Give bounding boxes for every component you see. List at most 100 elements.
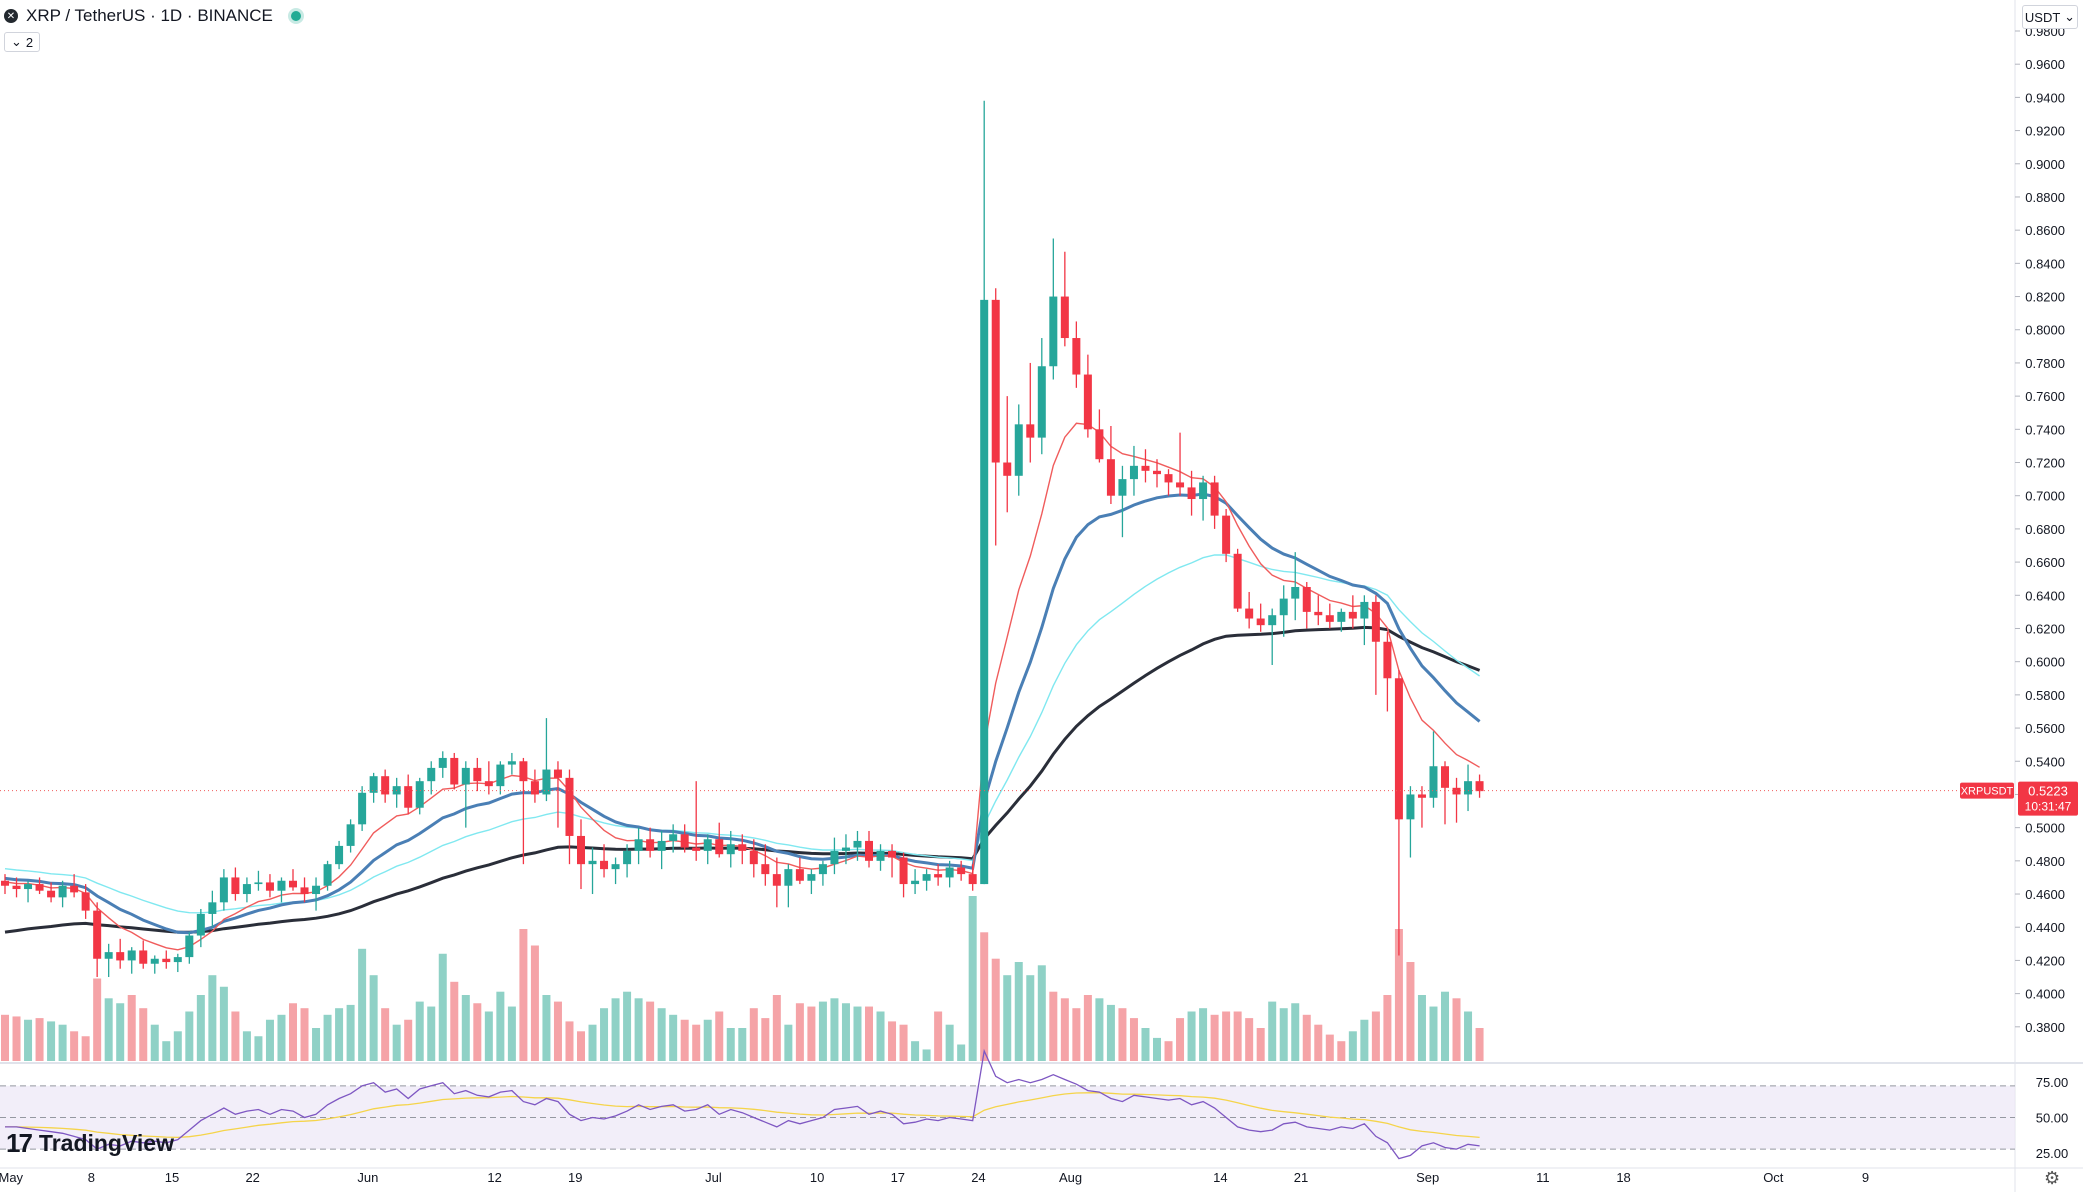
tradingview-brand[interactable]: 17 TradingView <box>6 1128 174 1159</box>
volume-bar <box>553 1001 562 1061</box>
candle-body <box>150 958 159 964</box>
candle-body <box>1325 615 1334 622</box>
volume-bar <box>761 1018 770 1061</box>
indicators-collapse-button[interactable]: ⌄ 2 <box>4 32 41 52</box>
candle <box>841 834 850 865</box>
ema-short-line <box>4 422 1480 951</box>
volume-bar <box>738 1028 747 1061</box>
candle <box>254 870 263 891</box>
candle-body <box>1256 618 1265 626</box>
candle <box>369 772 378 803</box>
volume-bar <box>1129 1018 1138 1061</box>
volume-bar <box>911 1041 920 1061</box>
price-tick-label: 0.4600 <box>2025 887 2065 902</box>
candle-body <box>104 952 113 959</box>
symbol-title[interactable]: XRP / TetherUS · 1D · BINANCE <box>26 6 273 25</box>
volume-bar <box>634 998 643 1061</box>
candle <box>1406 786 1415 858</box>
volume-bar <box>47 1021 56 1061</box>
volume-bar <box>1394 929 1403 1061</box>
volume-bar <box>1348 1031 1357 1061</box>
volume-bar <box>726 1028 735 1061</box>
candle <box>830 837 839 875</box>
candle <box>427 761 436 795</box>
volume-bar <box>1360 1019 1369 1061</box>
settings-gear-icon[interactable]: ⚙ <box>2044 1168 2061 1188</box>
volume-bar <box>231 1011 240 1061</box>
rsi-tick-label: 75.00 <box>2036 1075 2069 1090</box>
candle <box>93 902 102 978</box>
volume-bar <box>450 981 459 1061</box>
candle-body <box>473 767 482 782</box>
volume-bar <box>818 1001 827 1061</box>
volume-bar <box>461 995 470 1061</box>
time-tick-label: 18 <box>1616 1170 1630 1185</box>
rsi-line <box>5 1048 1480 1160</box>
volume-bar <box>1164 1041 1173 1061</box>
volume-bar <box>1060 998 1069 1061</box>
candle <box>358 786 367 831</box>
price-tick-label: 0.4200 <box>2025 953 2065 968</box>
candle <box>588 847 597 895</box>
candle-body <box>1026 424 1035 438</box>
candle <box>1337 608 1346 632</box>
time-tick-label: Jun <box>357 1170 378 1185</box>
volume-bar <box>277 1014 286 1061</box>
volume-bar <box>1026 975 1035 1061</box>
candle-body <box>623 850 632 865</box>
volume-bar <box>865 1006 873 1061</box>
candle <box>323 860 332 891</box>
candle <box>1464 764 1473 812</box>
candle-body <box>1337 611 1346 622</box>
time-tick-label: Sep <box>1416 1170 1439 1185</box>
candle-body <box>749 850 758 865</box>
volume-bar <box>35 1018 44 1061</box>
candle <box>934 864 943 886</box>
volume-bar <box>1141 1028 1150 1061</box>
volume-bar <box>254 1036 263 1061</box>
volume-bar <box>392 1024 401 1061</box>
candle <box>335 840 344 870</box>
volume-bar <box>934 1011 943 1061</box>
volume-bar <box>623 991 632 1061</box>
candle-body <box>70 885 79 893</box>
candle-body <box>865 840 873 861</box>
candle-body <box>196 913 205 936</box>
candle <box>1199 475 1208 521</box>
candle-body <box>369 776 378 793</box>
candle <box>150 955 159 974</box>
candle-body <box>1441 766 1449 788</box>
price-tick-label: 0.5400 <box>2025 754 2065 769</box>
candle <box>761 844 770 886</box>
candle-body <box>1129 465 1138 480</box>
candle-body <box>646 839 655 851</box>
volume-bar <box>1325 1034 1334 1061</box>
candle <box>980 100 989 885</box>
price-tick-label: 0.4400 <box>2025 920 2065 935</box>
chevron-down-icon: ⌄ <box>11 34 22 49</box>
volume-bar <box>70 1031 79 1061</box>
price-tick-label: 0.6600 <box>2025 555 2065 570</box>
candle-body <box>162 958 171 963</box>
price-tick-label: 0.8800 <box>2025 190 2065 205</box>
volume-bar <box>289 1003 297 1061</box>
volume-bar <box>772 995 781 1061</box>
volume-bar <box>162 1041 171 1061</box>
volume-bar <box>1 1014 9 1061</box>
volume-bar <box>1072 1008 1081 1061</box>
currency-select[interactable]: USDT ⌄ <box>2022 5 2078 29</box>
candle <box>81 884 90 919</box>
volume-bar <box>139 1008 148 1061</box>
candle <box>507 752 516 775</box>
volume-bar <box>807 1006 816 1061</box>
candle <box>968 864 977 891</box>
volume-bar <box>922 1049 931 1061</box>
candle-body <box>58 885 67 898</box>
volume-bar <box>1383 995 1392 1061</box>
volume-bar <box>565 1021 574 1061</box>
candle <box>991 288 1000 546</box>
candle-body <box>703 839 712 851</box>
candle <box>1072 321 1081 388</box>
candle-body <box>911 880 920 885</box>
